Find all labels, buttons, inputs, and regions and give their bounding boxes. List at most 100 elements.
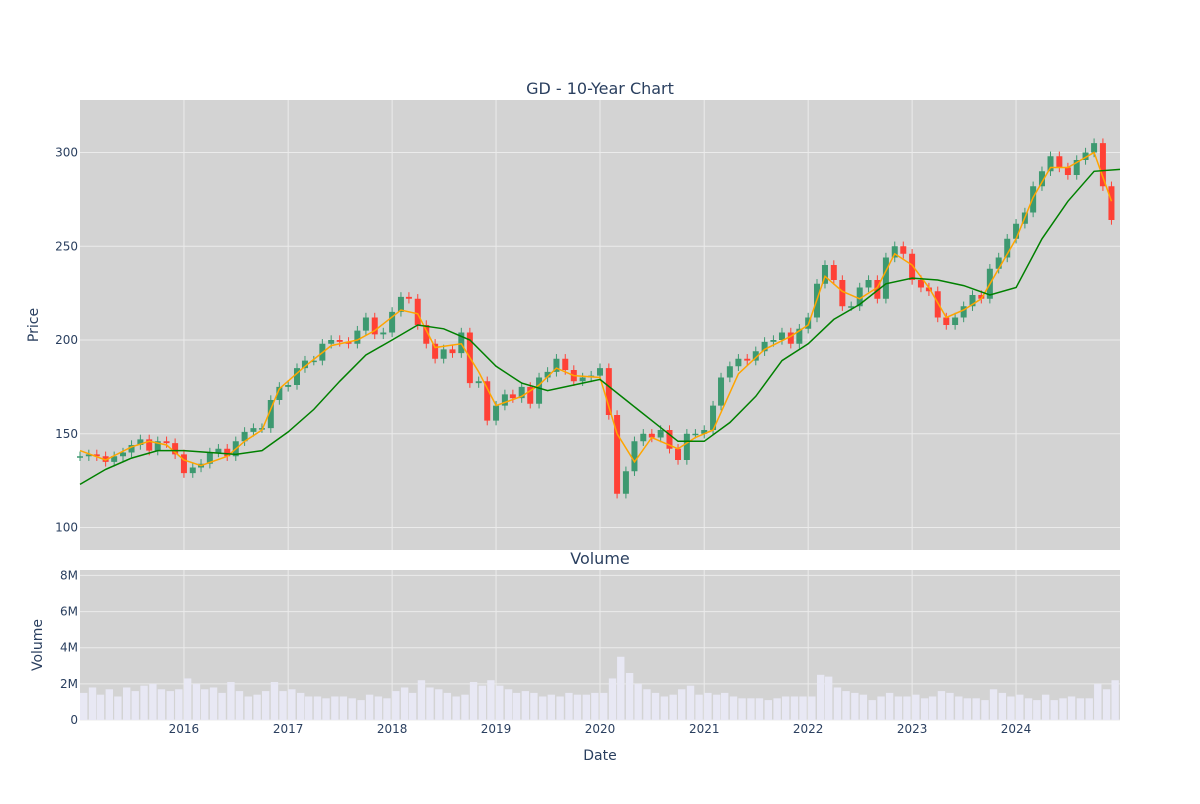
volume-bar [808,696,816,720]
volume-bar [1076,698,1085,720]
volume-bar [600,692,608,720]
volume-bar [218,692,226,720]
candle-body [414,298,421,325]
candle-body [120,452,127,457]
candle-body [458,332,465,354]
candle-body [449,349,456,354]
volume-bar [695,694,703,720]
candle-body [293,368,300,385]
volume-x-ticks: 2016 2017 2018 2019 2020 2021 2022 2023 2024 [169,722,1032,736]
volume-bar [859,694,868,720]
candle-body [389,311,396,333]
volume-bar [842,691,850,720]
x-tick-label: 2023 [897,722,928,736]
candle-body [536,377,543,404]
candle-body [666,430,673,449]
candle-body [85,454,92,457]
volume-bar [651,692,660,720]
volume-bar [357,700,365,720]
candle-body [1091,143,1098,153]
candle-body [735,358,742,367]
volume-bar [452,696,460,720]
volume-bar [313,696,322,720]
volume-bar [981,700,989,720]
candle-body [683,433,690,460]
volume-bar [105,689,113,720]
candle-body [796,328,803,344]
candle-body [744,358,751,361]
candle-body [1030,186,1037,213]
x-tick-label: 2020 [585,722,616,736]
volume-bar [392,691,400,720]
volume-bar [1111,680,1119,720]
volume-bar [201,689,209,720]
volume-bar [764,700,772,720]
volume-bar [903,696,911,720]
candle-body [1038,171,1045,187]
volume-bar [496,685,504,720]
candle-body [137,439,144,445]
candle-body [917,280,924,288]
volume-bar [885,692,894,720]
volume-bar [539,696,547,720]
volume-bar [261,691,270,720]
candle-body [787,332,794,344]
volume-bar [1085,698,1093,720]
volume-bar [348,698,356,720]
candle-body [969,295,976,307]
candle-body [102,456,109,462]
volume-bar [565,692,573,720]
volume-bar [704,692,712,720]
volume-bar [556,696,564,720]
candle-body [146,439,153,451]
volume-bar [478,685,487,720]
candle-body [501,394,508,406]
candle-body [423,325,430,344]
volume-bar [920,698,929,720]
candle-body [856,287,863,307]
volume-bar [244,696,252,720]
volume-bar [469,682,478,720]
candle-body [952,317,959,325]
volume-bar [686,685,695,720]
candle-body [285,385,292,387]
volume-bar [617,656,625,720]
volume-bar [851,692,859,720]
volume-bar [591,692,599,720]
volume-bar [781,696,790,720]
candle-body [405,296,412,299]
price-y-tick-label: 100 [55,521,78,535]
candle-body [128,445,135,453]
candle-body [960,306,967,318]
candle-body [821,265,828,284]
volume-bar [833,687,842,720]
candle-body [726,366,733,378]
volume-bar [426,687,434,720]
volume-bar [1024,698,1033,720]
candle-body [77,456,83,458]
candle-body [657,430,664,438]
candle-body [154,441,161,451]
price-y-tick-label: 250 [55,239,78,253]
volume-bar [157,689,166,720]
volume-y-tick-label: 4M [60,641,78,655]
volume-bar [1016,694,1024,720]
volume-bar [1050,700,1058,720]
candle-body [111,456,118,462]
candle-body [978,295,985,299]
candle-body [562,358,569,370]
volume-bar [755,698,764,720]
volume-bar [88,687,97,720]
candle-body [648,433,655,438]
candle-body [336,340,343,342]
candle-body [509,394,516,399]
candle-body [934,291,941,318]
candle-body [1013,223,1020,239]
candle-body [614,415,621,494]
volume-bar [80,692,88,720]
candle-body [874,280,881,299]
candle-body [1099,143,1106,187]
volume-bar [989,689,998,720]
candle-body [701,430,708,434]
volume-bar [729,696,738,720]
